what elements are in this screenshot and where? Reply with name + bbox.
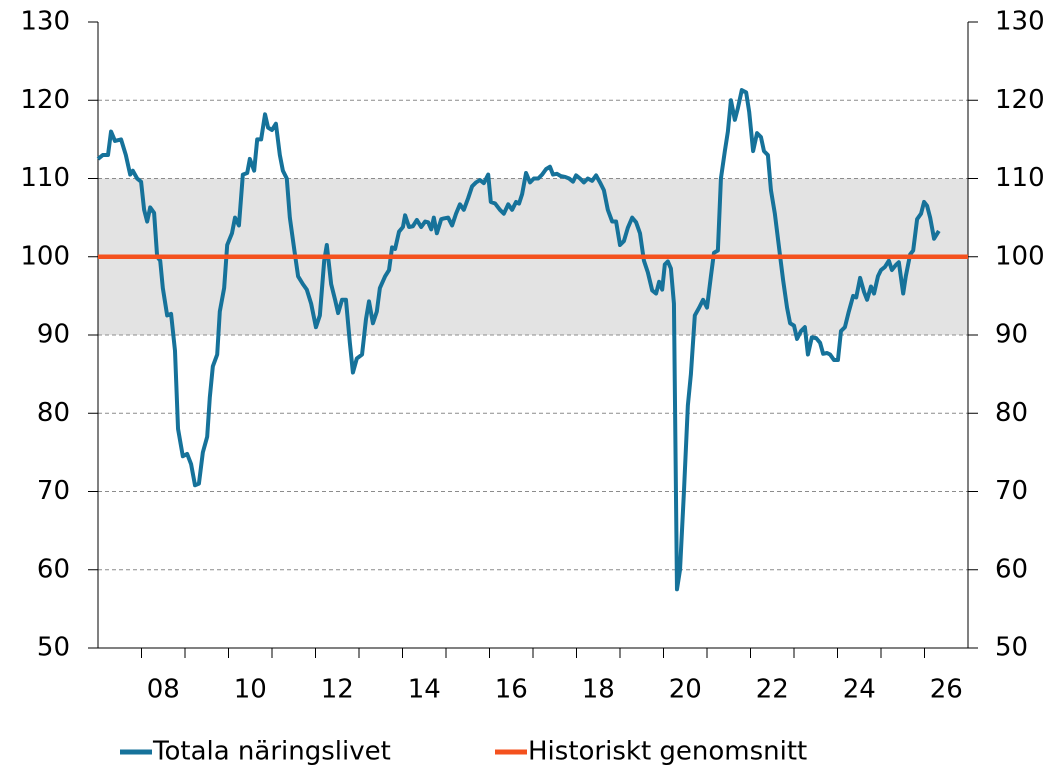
x-tick-label: 24 [843, 675, 876, 705]
x-tick-label: 20 [669, 675, 702, 705]
y-tick-label: 120 [20, 85, 70, 115]
x-tick-label: 14 [408, 675, 441, 705]
x-tick-label: 18 [582, 675, 615, 705]
legend-label: Historiskt genomsnitt [528, 737, 807, 767]
y-tick-label: 60 [37, 554, 70, 584]
y2-tick-label: 130 [995, 7, 1045, 37]
y-tick-label: 130 [20, 7, 70, 37]
x-tick-label: 26 [930, 675, 963, 705]
y-tick-label: 110 [20, 163, 70, 193]
y-tick-label: 100 [20, 241, 70, 271]
y2-tick-label: 100 [995, 241, 1045, 271]
x-tick-label: 08 [147, 675, 180, 705]
y2-tick-label: 70 [995, 476, 1028, 506]
series-line [96, 88, 941, 592]
x-tick-label: 16 [495, 675, 528, 705]
x-tick-label: 12 [321, 675, 354, 705]
y2-tick-label: 60 [995, 554, 1028, 584]
y2-tick-label: 110 [995, 163, 1045, 193]
y-tick-label: 80 [37, 398, 70, 428]
y-tick-label: 70 [37, 476, 70, 506]
y-tick-label: 50 [37, 633, 70, 663]
y2-tick-label: 50 [995, 633, 1028, 663]
x-tick-label: 22 [756, 675, 789, 705]
x-tick-label: 10 [234, 675, 267, 705]
legend-label: Totala näringslivet [152, 737, 391, 767]
y2-tick-label: 120 [995, 85, 1045, 115]
y2-tick-label: 90 [995, 320, 1028, 350]
y2-tick-label: 80 [995, 398, 1028, 428]
y-tick-label: 90 [37, 320, 70, 350]
